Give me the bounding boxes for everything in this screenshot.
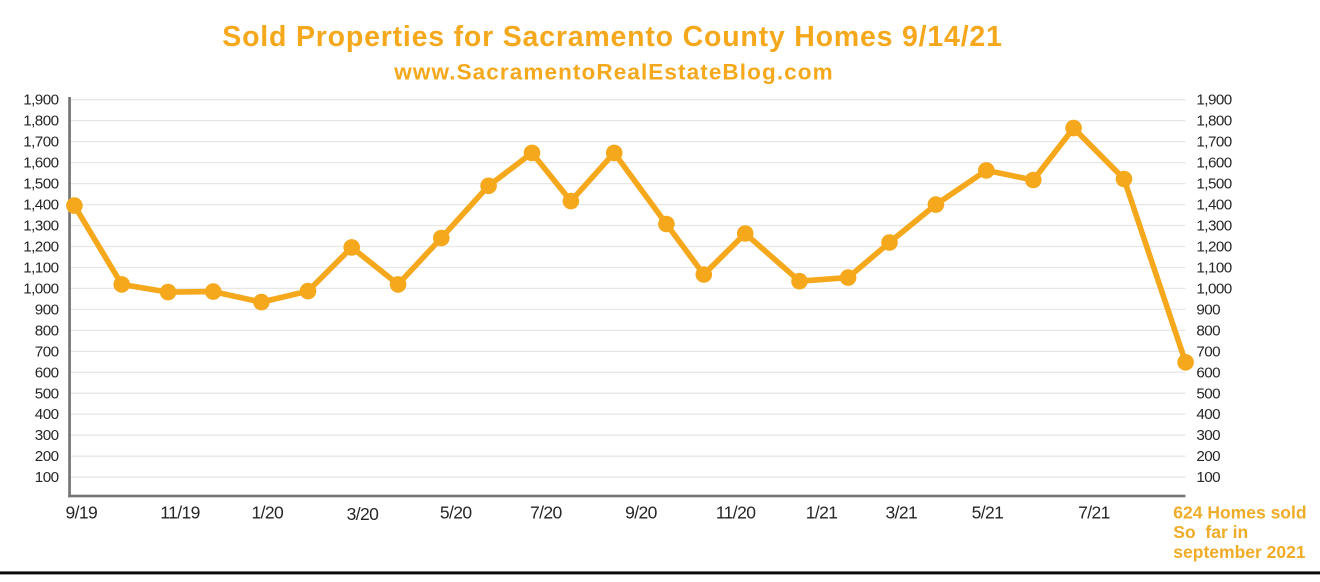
svg-text:1,900: 1,900 — [1196, 92, 1231, 109]
svg-text:500: 500 — [1196, 385, 1220, 402]
svg-text:1/21: 1/21 — [806, 502, 838, 522]
svg-text:5/21: 5/21 — [972, 502, 1004, 522]
svg-text:300: 300 — [35, 427, 59, 444]
svg-text:800: 800 — [35, 322, 59, 339]
svg-text:11/20: 11/20 — [716, 502, 756, 522]
svg-text:400: 400 — [1196, 406, 1220, 423]
svg-text:9/20: 9/20 — [625, 502, 658, 522]
svg-text:5/20: 5/20 — [440, 502, 473, 522]
svg-text:11/19: 11/19 — [160, 502, 200, 522]
svg-text:600: 600 — [1196, 364, 1220, 381]
svg-text:1,800: 1,800 — [23, 113, 58, 130]
svg-text:1,500: 1,500 — [1196, 176, 1231, 193]
svg-text:1,000: 1,000 — [23, 280, 58, 297]
svg-text:700: 700 — [1196, 343, 1220, 360]
svg-text:Sold Properties for Sacramento: Sold Properties for Sacramento County Ho… — [222, 21, 1002, 53]
svg-text:1,500: 1,500 — [23, 176, 58, 193]
svg-text:1,100: 1,100 — [23, 260, 58, 277]
svg-text:100: 100 — [35, 469, 59, 486]
svg-text:900: 900 — [35, 301, 59, 318]
svg-text:624 Homes sold: 624 Homes sold — [1173, 502, 1306, 522]
svg-text:7/21: 7/21 — [1078, 502, 1110, 522]
svg-text:1,700: 1,700 — [23, 134, 58, 151]
svg-text:9/19: 9/19 — [65, 502, 97, 522]
svg-text:200: 200 — [1196, 448, 1220, 465]
svg-text:1,200: 1,200 — [1196, 239, 1231, 256]
svg-text:1,300: 1,300 — [23, 218, 58, 235]
svg-text:1,000: 1,000 — [1196, 280, 1231, 297]
svg-text:1,400: 1,400 — [1196, 197, 1231, 214]
svg-text:100: 100 — [1196, 469, 1220, 486]
svg-text:600: 600 — [35, 364, 59, 381]
svg-text:200: 200 — [35, 448, 59, 465]
svg-text:1,400: 1,400 — [23, 197, 58, 214]
svg-text:1,100: 1,100 — [1196, 260, 1231, 277]
svg-text:1,700: 1,700 — [1196, 134, 1231, 151]
svg-text:1,600: 1,600 — [23, 155, 58, 172]
svg-text:1,600: 1,600 — [1196, 155, 1231, 172]
svg-text:1,200: 1,200 — [23, 239, 58, 256]
svg-text:300: 300 — [1196, 427, 1220, 444]
svg-text:1/20: 1/20 — [251, 502, 284, 522]
svg-text:900: 900 — [1196, 301, 1220, 318]
svg-text:september 2021: september 2021 — [1173, 542, 1306, 562]
svg-text:www.SacramentoRealEstateBlog.c: www.SacramentoRealEstateBlog.com — [393, 59, 834, 84]
svg-text:500: 500 — [35, 385, 59, 402]
svg-text:1,300: 1,300 — [1196, 218, 1231, 235]
svg-text:400: 400 — [35, 406, 59, 423]
svg-text:1,900: 1,900 — [23, 92, 58, 109]
svg-text:700: 700 — [35, 343, 59, 360]
svg-text:So far in: So far in — [1173, 522, 1248, 542]
svg-text:3/20: 3/20 — [347, 504, 380, 524]
svg-text:3/21: 3/21 — [885, 502, 917, 522]
svg-text:1,800: 1,800 — [1196, 113, 1231, 130]
svg-text:7/20: 7/20 — [530, 502, 563, 522]
svg-text:800: 800 — [1196, 322, 1220, 339]
